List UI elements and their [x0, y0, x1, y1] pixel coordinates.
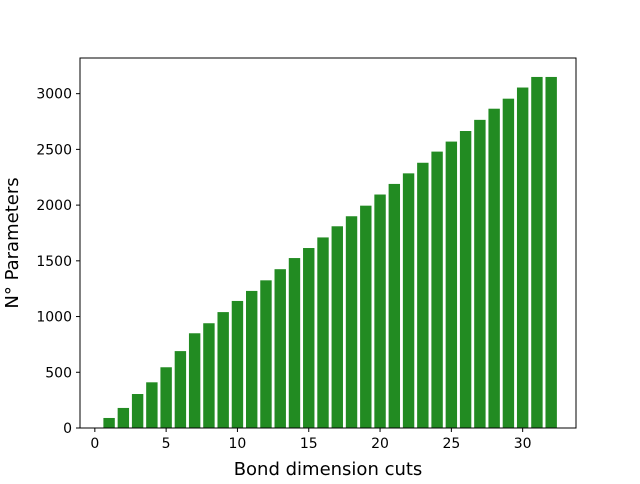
- y-tick-label: 3000: [36, 87, 72, 103]
- bar-3: [131, 394, 144, 428]
- x-tick-label: 30: [514, 436, 532, 452]
- bar-23: [417, 162, 429, 428]
- y-axis-ticks: 0 500 1000 1500 2000 2500 3000: [36, 87, 80, 437]
- bar-31: [531, 76, 543, 428]
- bar-30: [516, 87, 529, 428]
- bar-26: [459, 131, 472, 428]
- bar-7: [188, 333, 201, 428]
- bar-15: [303, 248, 315, 428]
- bars-group: [103, 76, 557, 429]
- bar-1: [103, 417, 115, 428]
- y-tick-label: 0: [63, 421, 72, 437]
- bar-8: [203, 323, 215, 428]
- y-tick-label: 2500: [36, 142, 72, 158]
- bar-18: [345, 216, 358, 428]
- x-tick-label: 5: [162, 436, 171, 452]
- x-tick-label: 0: [90, 436, 99, 452]
- x-axis-ticks: 0 5 10 15 20 25 30: [90, 428, 532, 452]
- bar-21: [388, 183, 401, 428]
- y-tick-label: 2000: [36, 198, 72, 214]
- bar-16: [317, 237, 329, 428]
- x-tick-label: 25: [442, 436, 460, 452]
- bar-5: [160, 367, 172, 428]
- y-tick-label: 1000: [36, 310, 72, 326]
- bar-28: [488, 108, 500, 429]
- bar-4: [146, 382, 158, 428]
- bar-14: [288, 258, 301, 428]
- x-axis-label: Bond dimension cuts: [234, 459, 423, 480]
- plot-frame: [79, 57, 577, 429]
- bar-29: [502, 98, 515, 429]
- bar-25: [445, 141, 458, 428]
- y-tick-label: 500: [45, 365, 72, 381]
- y-axis-label: N° Parameters: [2, 177, 23, 308]
- bar-27: [474, 119, 486, 428]
- x-tick-label: 10: [229, 436, 247, 452]
- bar-9: [217, 312, 229, 428]
- y-tick-label: 1500: [36, 254, 72, 270]
- bar-10: [231, 300, 244, 428]
- bar-22: [402, 173, 415, 428]
- bar-24: [431, 151, 443, 429]
- bar-19: [360, 205, 372, 428]
- bar-12: [260, 280, 272, 428]
- x-tick-label: 20: [371, 436, 389, 452]
- bar-20: [374, 194, 386, 428]
- bar-17: [331, 226, 343, 428]
- x-tick-label: 15: [300, 436, 318, 452]
- bar-13: [274, 269, 286, 428]
- bar-6: [174, 351, 187, 428]
- bar-11: [246, 290, 258, 428]
- bar-32: [545, 76, 557, 428]
- bar-2: [117, 407, 130, 428]
